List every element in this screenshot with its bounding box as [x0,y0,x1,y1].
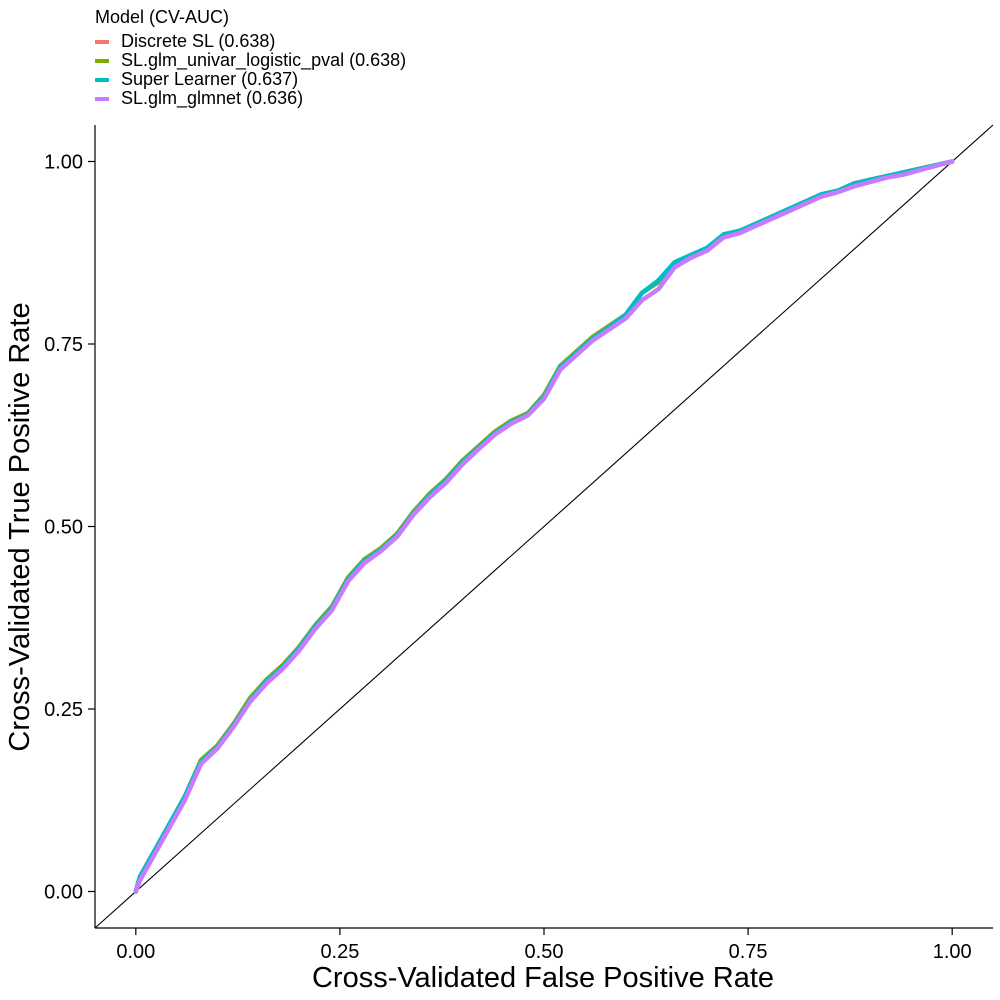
legend-key [95,58,109,63]
legend-item-discrete-sl: Discrete SL (0.638) [95,32,406,51]
x-axis-title: Cross-Validated False Positive Rate [312,962,774,994]
axes: 0.00 0.25 0.50 0.75 1.00 0.00 0.25 0.50 0.75 1.00 [44,125,993,963]
legend-label: Discrete SL (0.638) [121,31,276,51]
y-tick-label: 0.25 [44,699,83,721]
y-axis-title: Cross-Validated True Positive Rate [4,302,36,751]
y-tick-label: 0.75 [44,334,83,356]
legend-key [95,39,109,44]
legend-key [95,77,109,82]
x-tick-label: 0.75 [729,941,768,963]
legend-item-glmnet: SL.glm_glmnet (0.636) [95,89,406,108]
legend-label: SL.glm_univar_logistic_pval (0.638) [121,50,407,70]
y-tick-label: 0.00 [44,882,83,904]
y-tick-label: 0.50 [44,517,83,539]
legend-title: Model (CV-AUC) [95,7,230,27]
legend-label: Super Learner (0.637) [121,69,299,89]
legend-item-super-learner: Super Learner (0.637) [95,70,406,89]
reference-diagonal [94,124,994,929]
series-line-3 [133,159,955,894]
x-tick-label: 1.00 [933,941,972,963]
legend: Model (CV-AUC) Discrete SL (0.638) SL.gl… [95,6,406,108]
legend-label: SL.glm_glmnet (0.636) [121,88,304,108]
x-tick-label: 0.50 [525,941,564,963]
legend-item-glm-univar: SL.glm_univar_logistic_pval (0.638) [95,51,406,70]
legend-key [95,96,109,101]
x-tick-label: 0.25 [320,941,359,963]
y-tick-label: 1.00 [44,152,83,174]
plot-area [94,124,994,929]
x-tick-label: 0.00 [116,941,155,963]
